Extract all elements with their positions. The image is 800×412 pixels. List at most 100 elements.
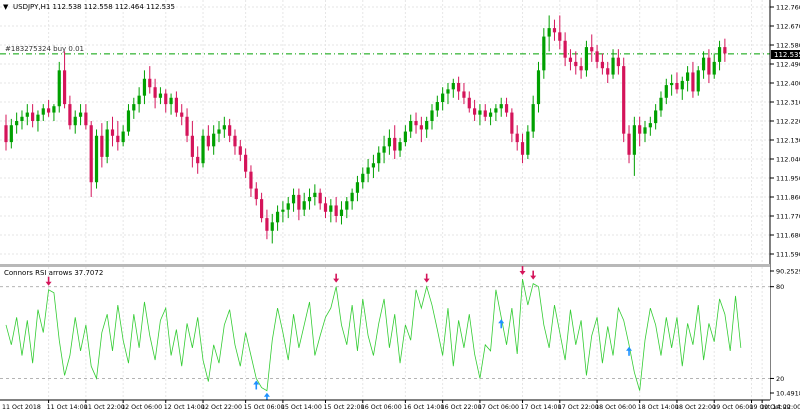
panel-separator[interactable]	[0, 264, 770, 267]
candle	[606, 61, 610, 83]
candle	[627, 125, 631, 164]
candle	[414, 112, 418, 134]
candle	[116, 121, 120, 151]
price-panel[interactable]: #183275324 buy 0.01 ▼ USDJPY,H1 112.538 …	[0, 0, 770, 264]
candle	[398, 137, 402, 157]
candle-body	[36, 114, 40, 121]
candle-body	[217, 129, 221, 134]
candle-body	[632, 125, 636, 155]
symbol-dropdown-icon[interactable]: ▼	[3, 3, 9, 11]
candle-body	[270, 222, 274, 231]
candle-body	[185, 116, 189, 136]
candle	[457, 76, 461, 100]
candle	[94, 129, 99, 189]
candle	[590, 34, 594, 62]
time-tick-label: 16 Oct 22:00	[441, 404, 482, 411]
price-tick-label: 112.220	[776, 118, 800, 126]
candle	[536, 61, 541, 113]
buy-arrow-icon	[253, 380, 260, 390]
time-tick-label: 19 Oct 22:00	[760, 404, 800, 411]
candle-body	[568, 57, 573, 62]
price-tick-label: 111.770	[776, 213, 800, 221]
candle	[201, 129, 205, 168]
candle	[712, 53, 716, 79]
candle	[15, 112, 19, 134]
current-price-tag-background	[771, 50, 800, 59]
candle-body	[717, 47, 722, 62]
candle-body	[84, 112, 88, 126]
candle-body	[323, 203, 328, 212]
candle-body	[313, 192, 317, 197]
sell-arrow-head	[333, 278, 340, 283]
candle-body	[643, 127, 647, 134]
candle	[126, 104, 131, 136]
candle-body	[334, 205, 338, 216]
candle-body	[286, 203, 290, 210]
candle-body	[307, 197, 312, 202]
sell-arrow-icon	[333, 273, 340, 283]
indicator-tick-label: 10.4918	[776, 390, 800, 398]
candle	[552, 19, 557, 41]
candle	[286, 197, 290, 219]
price-tick-label: 111.590	[776, 251, 800, 259]
indicator-panel[interactable]: Connors RSI arrows 37.7072 90.2529 80 20 10…	[0, 266, 800, 402]
candle	[164, 89, 168, 113]
candle-body	[196, 156, 200, 164]
candle	[409, 114, 413, 138]
sell-arrow-head	[423, 278, 430, 283]
candle-body	[132, 104, 136, 111]
candle	[558, 15, 562, 50]
candle-body	[419, 125, 423, 130]
candle-body	[691, 72, 695, 92]
candle-body	[606, 68, 610, 75]
price-tick-label: 111.860	[776, 194, 800, 202]
buy-arrow-icon	[498, 319, 505, 329]
candle-body	[339, 209, 344, 216]
candle	[616, 49, 620, 75]
candle-body	[552, 28, 557, 33]
time-tick-label: 17 Oct 22:00	[558, 404, 599, 411]
candle-body	[180, 112, 184, 117]
sell-arrow-icon	[45, 276, 52, 286]
candle	[675, 72, 679, 94]
candle	[659, 91, 663, 117]
candle	[238, 140, 242, 162]
candle-body	[228, 125, 232, 136]
indicator-axis-ticks: 90.2529 80 20 10.4918	[770, 268, 800, 398]
candle	[393, 125, 397, 159]
candle	[270, 213, 274, 244]
price-tick-label: 112.760	[776, 4, 800, 12]
candle	[185, 108, 189, 143]
candle-body	[430, 110, 434, 121]
candle-body	[350, 192, 354, 202]
candle	[275, 205, 280, 231]
sell-arrow-icon	[519, 266, 526, 276]
order-line[interactable]: #183275324 buy 0.01	[0, 45, 770, 55]
candle-body	[110, 129, 115, 136]
current-price-tag: 112.535	[771, 50, 800, 59]
candle	[206, 125, 210, 151]
price-tick-label: 111.950	[776, 175, 800, 183]
price-axis[interactable]: 112.760 112.670 112.580 112.490 112.400 112.3…	[769, 0, 800, 400]
candle-body	[483, 110, 487, 117]
candle-body	[9, 125, 13, 143]
candle	[467, 91, 471, 113]
candle	[228, 118, 232, 143]
candle	[307, 188, 312, 210]
buy-arrow-head	[253, 380, 260, 385]
candle	[670, 74, 674, 96]
candle	[600, 53, 604, 75]
candle	[382, 135, 386, 164]
candle	[174, 91, 178, 117]
candle	[4, 114, 8, 151]
candle	[244, 148, 248, 178]
candle	[137, 87, 141, 113]
candle	[638, 116, 642, 147]
indicator-tick-label: 90.2529	[776, 268, 800, 276]
candle-body	[723, 47, 727, 54]
candle-body	[414, 121, 418, 126]
candle-body	[15, 121, 19, 126]
